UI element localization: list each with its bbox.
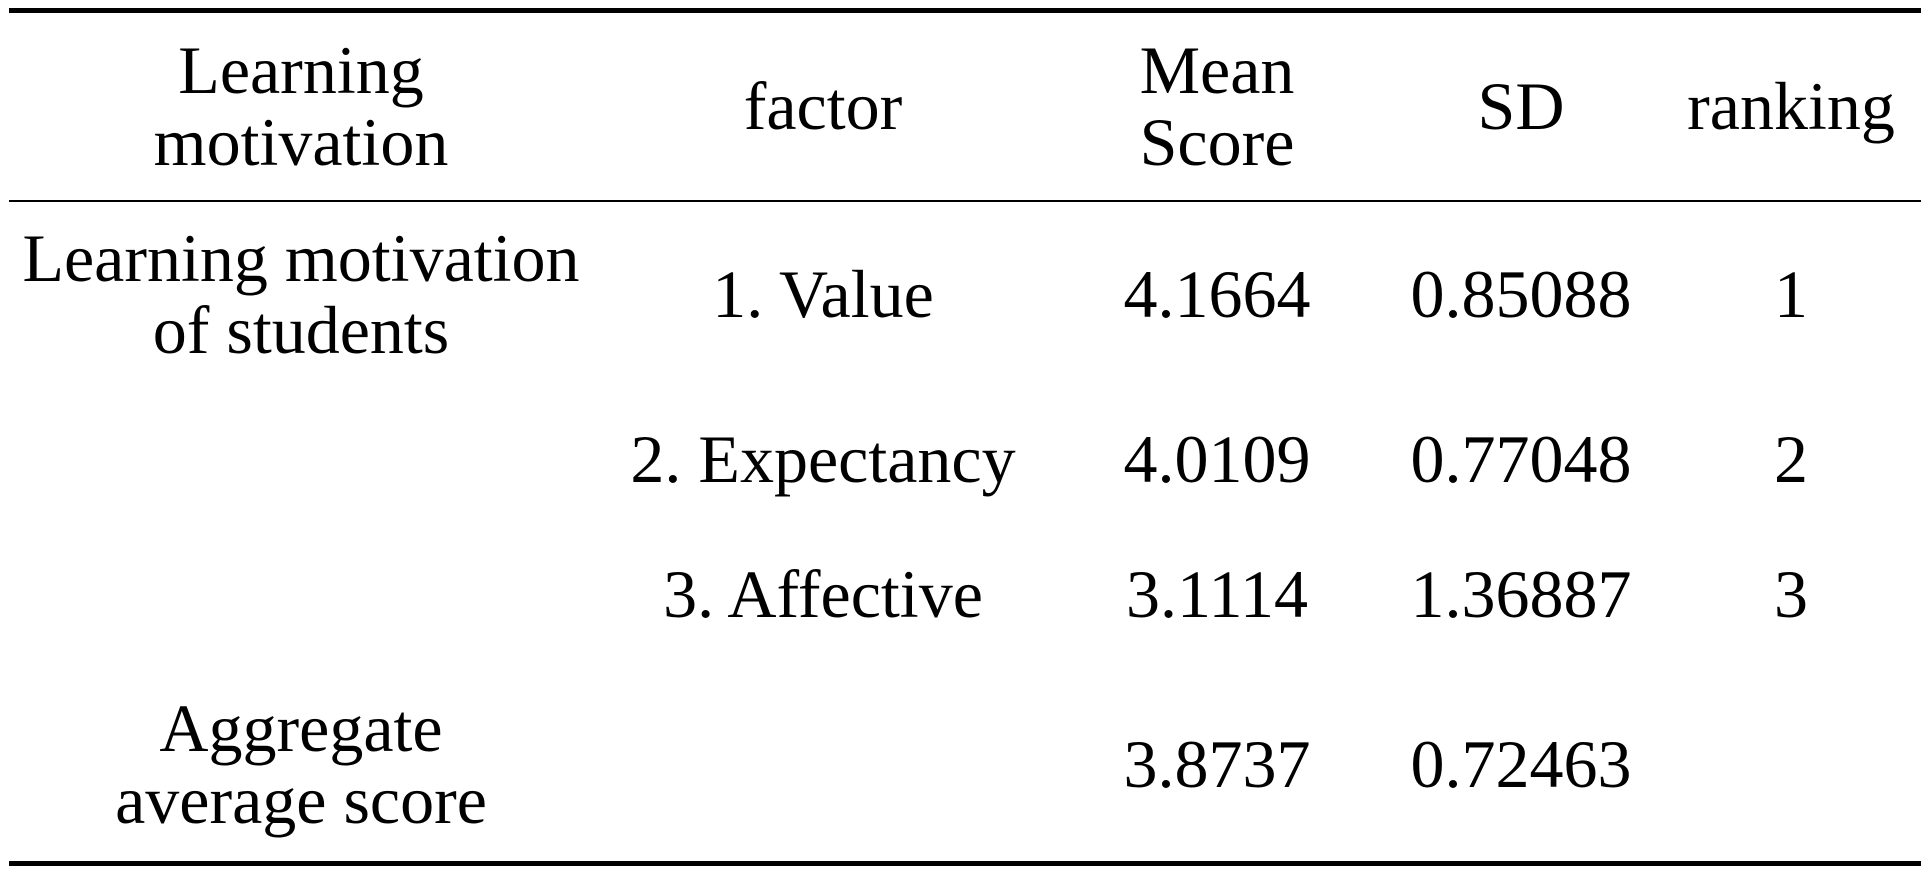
table-header: Learning motivation factor Mean Score SD… [9, 10, 1921, 201]
group-label-line2: average score [115, 762, 487, 839]
mean-cell: 3.1114 [1126, 555, 1308, 632]
factor-cell: 3. Affective [663, 555, 983, 632]
header-row: Learning motivation factor Mean Score SD… [9, 10, 1921, 201]
sd-cell: 1.36887 [1410, 555, 1632, 632]
ranking-cell [1661, 668, 1921, 864]
header-learning-motivation: Learning motivation [9, 11, 593, 201]
group-cell: Learning motivation of students [9, 201, 593, 387]
header-factor: factor [743, 68, 903, 145]
learning-motivation-table: Learning motivation factor Mean Score SD… [9, 8, 1921, 866]
table-body: Learning motivation of students 1. Value… [9, 201, 1921, 864]
header-mean-score-line1: Mean [1139, 32, 1295, 109]
group-label-line2: of students [152, 291, 450, 368]
table-row: 2. Expectancy 4.0109 0.77048 2 [9, 386, 1921, 532]
group-cell: Aggregate average score [9, 668, 593, 864]
sd-cell: 0.77048 [1410, 421, 1632, 498]
group-label-line1: Aggregate [159, 690, 443, 767]
header-learning-motivation-line2: motivation [153, 104, 449, 181]
mean-cell: 4.1664 [1123, 255, 1311, 332]
sd-cell: 0.72463 [1410, 726, 1632, 803]
header-learning-motivation-line1: Learning [178, 32, 424, 109]
ranking-cell: 3 [1774, 555, 1808, 632]
factor-cell: 1. Value [712, 255, 934, 332]
header-mean-score-line2: Score [1139, 104, 1295, 181]
group-label-line1: Learning motivation [22, 219, 580, 296]
statistics-table-container: Learning motivation factor Mean Score SD… [9, 8, 1921, 866]
ranking-cell: 1 [1774, 255, 1808, 332]
ranking-cell: 2 [1774, 421, 1808, 498]
header-mean-score: Mean Score [1053, 11, 1381, 201]
factor-cell: 2. Expectancy [630, 421, 1016, 498]
table-row: Learning motivation of students 1. Value… [9, 201, 1921, 387]
mean-cell: 3.8737 [1123, 726, 1311, 803]
factor-cell [593, 668, 1053, 864]
header-ranking: ranking [1687, 68, 1895, 145]
sd-cell: 0.85088 [1410, 255, 1632, 332]
group-cell [9, 386, 593, 532]
table-row: 3. Affective 3.1114 1.36887 3 [9, 532, 1921, 668]
table-row: Aggregate average score 3.8737 0.72463 [9, 668, 1921, 864]
mean-cell: 4.0109 [1123, 421, 1311, 498]
header-sd: SD [1477, 68, 1565, 145]
group-cell [9, 532, 593, 668]
